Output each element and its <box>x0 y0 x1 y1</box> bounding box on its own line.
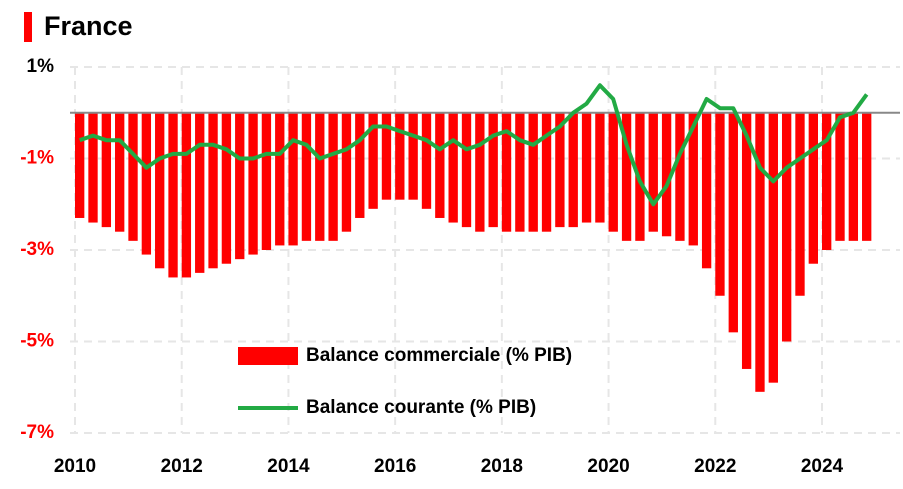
bar <box>728 112 738 333</box>
bar <box>568 112 578 228</box>
x-tick-label: 2014 <box>267 456 310 477</box>
bar <box>648 112 658 232</box>
bar <box>555 112 565 228</box>
title-marker <box>24 12 32 42</box>
bar <box>275 112 285 246</box>
bar <box>128 112 138 241</box>
bar <box>501 112 512 232</box>
bar <box>581 112 592 223</box>
bar <box>835 112 845 241</box>
x-tick-label: 2022 <box>694 456 736 477</box>
bar <box>88 112 98 223</box>
bar <box>195 112 205 273</box>
bar <box>515 112 525 232</box>
bar <box>421 112 432 209</box>
bar <box>488 112 498 228</box>
bar <box>621 112 632 241</box>
bar <box>781 112 792 342</box>
bar <box>395 112 405 200</box>
bar <box>261 112 272 250</box>
x-tick-label: 2020 <box>587 456 629 477</box>
bar <box>661 112 672 237</box>
bar <box>848 112 859 241</box>
bar <box>168 112 178 278</box>
bar <box>688 112 698 246</box>
legend-label: Balance commerciale (% PIB) <box>306 345 572 366</box>
bar <box>408 112 418 200</box>
bar <box>541 112 552 232</box>
bar <box>461 112 472 228</box>
bar <box>435 112 445 218</box>
y-tick-label: -1% <box>20 148 54 169</box>
bar <box>75 112 85 218</box>
bar <box>181 112 192 278</box>
bar <box>368 112 378 209</box>
bar <box>795 112 805 296</box>
bar <box>528 112 538 232</box>
bar <box>595 112 605 223</box>
bar <box>608 112 618 232</box>
bar <box>355 112 365 218</box>
bar <box>475 112 485 232</box>
bar <box>101 112 112 228</box>
bar <box>381 112 392 200</box>
bar <box>822 112 832 250</box>
bar <box>315 112 325 241</box>
bar <box>328 112 338 241</box>
bar <box>768 112 778 383</box>
bar <box>235 112 245 260</box>
line <box>79 83 869 207</box>
bar <box>701 112 712 269</box>
bar <box>115 112 125 232</box>
bar <box>862 112 872 241</box>
x-tick-label: 2018 <box>481 456 523 477</box>
y-tick-label: 1% <box>27 56 55 77</box>
bar <box>288 112 298 246</box>
x-tick-label: 2024 <box>801 456 844 477</box>
bar <box>675 112 685 241</box>
y-tick-label: -5% <box>20 331 54 352</box>
bar <box>448 112 458 223</box>
bar <box>301 112 312 241</box>
bar <box>221 112 232 264</box>
y-tick-label: -7% <box>20 422 54 443</box>
x-tick-label: 2010 <box>54 456 96 477</box>
legend-label: Balance courante (% PIB) <box>306 397 536 418</box>
chart-title: France <box>44 11 133 41</box>
y-tick-label: -3% <box>20 239 54 260</box>
legend-swatch <box>238 347 298 365</box>
x-tick-label: 2016 <box>374 456 416 477</box>
bar <box>248 112 258 255</box>
bar <box>808 112 818 264</box>
bar <box>208 112 218 269</box>
bar <box>341 112 352 232</box>
bar <box>741 112 752 369</box>
x-tick-label: 2012 <box>161 456 203 477</box>
bar <box>715 112 725 296</box>
bar <box>141 112 152 255</box>
bar <box>155 112 165 269</box>
bar <box>755 112 765 392</box>
